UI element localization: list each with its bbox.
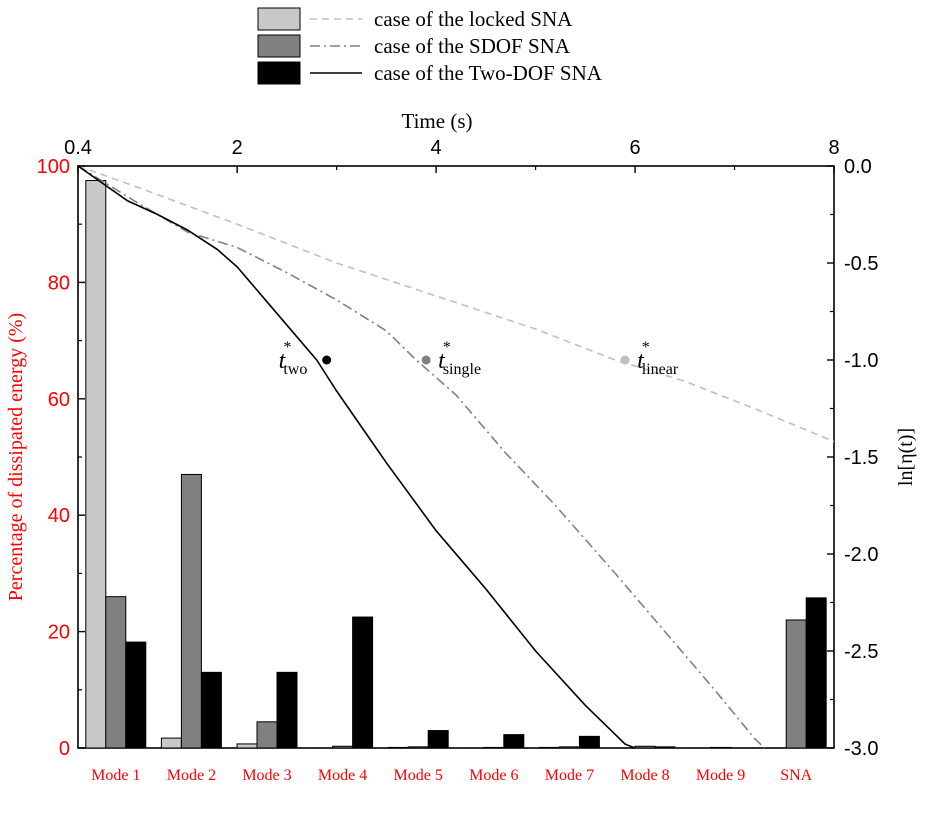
category-label: Mode 5 — [394, 767, 443, 784]
left-tick-label-60: 60 — [48, 389, 70, 411]
category-label: Mode 7 — [545, 767, 594, 784]
legend-label-sdof: case of the SDOF SNA — [374, 34, 571, 58]
bar-two-mode-7 — [578, 735, 600, 749]
bottom-category-axis: Mode 1 Mode 2 Mode 3 Mode 4 Mode 5 Mode 6 Mode… — [91, 767, 813, 784]
marker-label-sdof: t* single — [438, 339, 481, 378]
bar-locked-mode-5 — [387, 746, 409, 749]
top-tick-label: 6 — [629, 137, 640, 159]
top-x-axis: 0.4 2 4 6 8 — [64, 137, 840, 173]
top-tick-label: 2 — [232, 137, 243, 159]
right-tick-label: -3.0 — [844, 738, 878, 760]
bar-two-mode-4 — [352, 616, 374, 749]
bar-sdof-mode-2 — [180, 473, 202, 749]
right-y-axis: 0.0 -0.5 -1.0 -1.5 -2.0 -2.5 -3.0 — [827, 156, 878, 760]
bar-two-mode-3 — [276, 671, 298, 749]
bar-sdof-mode-6 — [483, 746, 505, 749]
left-tick-label-100: 100 — [37, 156, 70, 178]
top-tick-label: 8 — [828, 137, 839, 159]
right-tick-label: -0.5 — [844, 253, 878, 275]
bar-sdof-sna — [785, 619, 807, 749]
category-label: SNA — [780, 767, 812, 784]
top-tick-label: 0.4 — [64, 137, 92, 159]
bar-sdof-mode-8 — [634, 745, 656, 749]
bar-sdof-mode-7 — [558, 746, 580, 749]
right-tick-label: -2.0 — [844, 544, 878, 566]
category-label: Mode 1 — [91, 767, 140, 784]
marker-label-sup-two: * — [283, 339, 291, 356]
bar-sdof-mode-5 — [407, 746, 429, 749]
right-tick-label: -1.5 — [844, 447, 878, 469]
marker-label-sub-locked: linear — [642, 361, 679, 378]
left-tick-label-80: 80 — [48, 272, 70, 294]
marker-label-sub-two: two — [283, 361, 307, 378]
line-series-group — [77, 165, 835, 749]
bar-two-mode-1 — [125, 641, 147, 749]
legend-swatch-bar-two — [257, 61, 301, 85]
bar-sdof-mode-1 — [105, 596, 127, 749]
bar-sdof-mode-4 — [332, 745, 354, 749]
line-locked — [77, 165, 835, 443]
category-label: Mode 2 — [167, 767, 216, 784]
bar-two-mode-8 — [654, 746, 676, 749]
right-tick-label: -1.0 — [844, 350, 878, 372]
bar-locked-mode-3 — [236, 743, 258, 749]
category-label: Mode 4 — [318, 767, 367, 784]
marker-sdof — [421, 355, 431, 365]
right-tick-label: -2.5 — [844, 641, 878, 663]
left-tick-label-40: 40 — [48, 505, 70, 527]
marker-label-sup-locked: * — [642, 339, 650, 356]
legend-label-two: case of the Two-DOF SNA — [374, 61, 603, 85]
top-tick-label: 4 — [431, 137, 442, 159]
bar-sdof-mode-3 — [256, 721, 278, 749]
category-label: Mode 9 — [696, 767, 745, 784]
marker-label-locked: t* linear — [637, 339, 679, 378]
marker-two — [322, 355, 332, 365]
legend-label-locked: case of the locked SNA — [374, 7, 573, 31]
bar-locked-mode-2 — [160, 737, 182, 749]
bar-two-sna — [805, 597, 827, 749]
bar-two-mode-2 — [200, 671, 222, 749]
bar-locked-mode-7 — [538, 746, 560, 749]
right-tick-label: 0.0 — [844, 156, 872, 178]
left-tick-label-0: 0 — [59, 738, 70, 760]
line-two — [77, 165, 636, 749]
legend-swatch-bar-sdof — [257, 34, 301, 58]
bar-locked-mode-1 — [85, 180, 107, 749]
bar-two-mode-6 — [503, 734, 525, 749]
top-axis-title: Time (s) — [402, 109, 473, 133]
category-label: Mode 3 — [242, 767, 291, 784]
left-axis-title: Percentage of dissipated energy (%) — [5, 313, 27, 601]
right-axis-title: ln[η(t)] — [895, 428, 917, 486]
marker-label-sub-sdof: single — [443, 361, 481, 378]
marker-locked — [620, 355, 630, 365]
category-label: Mode 8 — [620, 767, 669, 784]
left-tick-label-20: 20 — [48, 622, 70, 644]
bar-two-mode-5 — [427, 730, 449, 749]
marker-group: t* two t* single t* linear — [279, 339, 679, 378]
bar-series-group — [85, 180, 827, 749]
category-label: Mode 6 — [469, 767, 518, 784]
marker-label-sup-sdof: * — [443, 339, 451, 356]
left-y-axis: 0 20 40 60 80 100 — [37, 156, 85, 760]
legend-swatch-bar-locked — [257, 7, 301, 31]
legend: case of the locked SNA case of the SDOF S… — [257, 7, 603, 85]
bar-sdof-mode-9 — [710, 746, 732, 749]
